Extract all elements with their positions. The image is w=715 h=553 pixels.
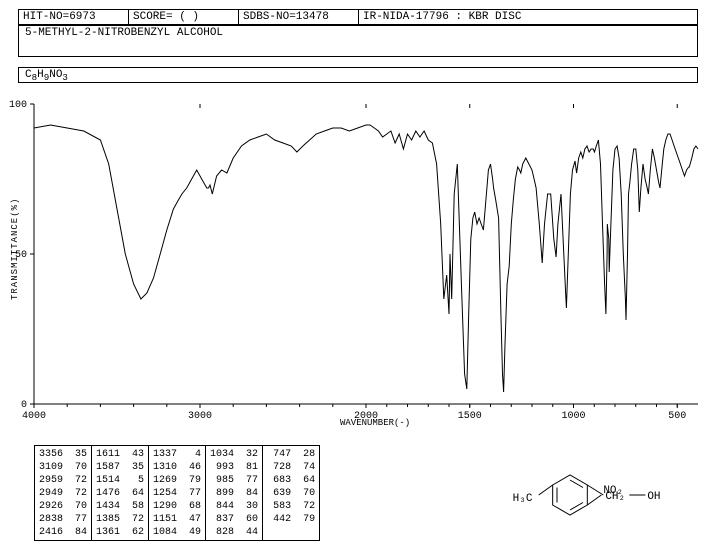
peak-table-column: 747 28 728 74 683 64 639 70 583 72 442 7… — [263, 446, 319, 540]
peak-row: 1269 79 — [153, 474, 201, 487]
peak-row: 747 28 — [267, 448, 315, 461]
peak-row: 2416 84 — [39, 526, 87, 539]
peak-table-column: 1034 32 993 81 985 77 899 84 844 30 837 … — [206, 446, 263, 540]
svg-text:1000: 1000 — [561, 411, 585, 420]
peak-row: 2838 77 — [39, 513, 87, 526]
peak-row: 2959 72 — [39, 474, 87, 487]
svg-text:100: 100 — [9, 100, 27, 111]
peak-row: 442 79 — [267, 513, 315, 526]
peak-table-column: 3356 353109 702959 722949 722926 702838 … — [35, 446, 92, 540]
peak-row: 2949 72 — [39, 487, 87, 500]
svg-text:500: 500 — [668, 411, 686, 420]
peak-row: 1611 43 — [96, 448, 144, 461]
peak-row: 639 70 — [267, 487, 315, 500]
peak-row: 993 81 — [210, 461, 258, 474]
svg-text:CH₂: CH₂ — [605, 491, 625, 503]
peak-table-column: 1337 41310 461269 791254 771290 681151 4… — [149, 446, 206, 540]
peak-row: 728 74 — [267, 461, 315, 474]
peak-table: 3356 353109 702959 722949 722926 702838 … — [34, 445, 320, 541]
peak-row: 3356 35 — [39, 448, 87, 461]
svg-text:3000: 3000 — [188, 411, 212, 420]
y-axis-label: TRANSMITTANCE(%) — [10, 198, 20, 300]
x-axis-label: WAVENUMBER(-) — [340, 418, 410, 428]
peak-row: 1587 35 — [96, 461, 144, 474]
peak-row: 583 72 — [267, 500, 315, 513]
peak-row: 1254 77 — [153, 487, 201, 500]
svg-text:4000: 4000 — [22, 411, 46, 420]
molecular-structure: NO₂CH₂OHH₃C — [510, 445, 690, 541]
peak-row: 899 84 — [210, 487, 258, 500]
peak-row: 3109 70 — [39, 461, 87, 474]
ir-spectrum-chart: 05010040003000200015001000500 — [0, 0, 715, 420]
peak-row: 1361 62 — [96, 526, 144, 539]
peak-row: 1337 4 — [153, 448, 201, 461]
peak-row: 837 60 — [210, 513, 258, 526]
peak-row: 1034 32 — [210, 448, 258, 461]
peak-row: 844 30 — [210, 500, 258, 513]
peak-row: 683 64 — [267, 474, 315, 487]
peak-row: 1385 72 — [96, 513, 144, 526]
svg-text:OH: OH — [647, 491, 660, 503]
peak-row: 1434 58 — [96, 500, 144, 513]
peak-table-column: 1611 431587 351514 51476 641434 581385 7… — [92, 446, 149, 540]
peak-row: 2926 70 — [39, 500, 87, 513]
svg-text:1500: 1500 — [458, 411, 482, 420]
peak-row: 1084 49 — [153, 526, 201, 539]
peak-row: 1290 68 — [153, 500, 201, 513]
peak-row: 1476 64 — [96, 487, 144, 500]
peak-row: 985 77 — [210, 474, 258, 487]
svg-text:0: 0 — [21, 400, 27, 411]
peak-row: 1310 46 — [153, 461, 201, 474]
peak-row: 828 44 — [210, 526, 258, 539]
svg-text:H₃C: H₃C — [513, 493, 533, 505]
peak-row: 1514 5 — [96, 474, 144, 487]
peak-row: 1151 47 — [153, 513, 201, 526]
